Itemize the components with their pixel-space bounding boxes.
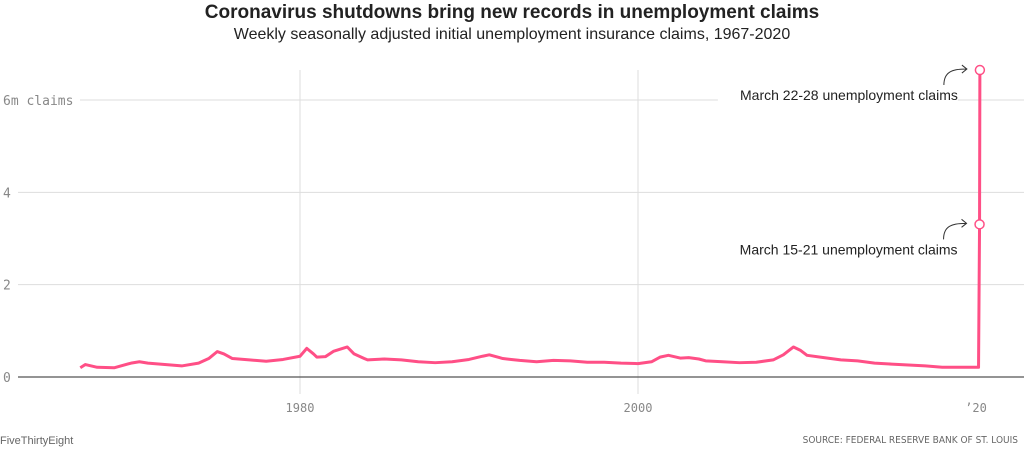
annotation-arrow xyxy=(943,218,968,240)
annotation-label: March 22-28 unemployment claims xyxy=(740,87,958,103)
claims-line xyxy=(79,70,982,370)
source-label: SOURCE: FEDERAL RESERVE BANK OF ST. LOUI… xyxy=(802,435,1018,446)
annotation-label-bg xyxy=(717,240,958,259)
y-tick-label: 0 xyxy=(3,371,11,386)
x-tick-label: 2000 xyxy=(624,401,653,415)
x-tick-label: ’20 xyxy=(965,401,987,415)
chart-subtitle: Weekly seasonally adjusted initial unemp… xyxy=(233,26,791,43)
x-tick-label: 1980 xyxy=(286,401,315,415)
chart-title: Coronavirus shutdowns bring new records … xyxy=(204,2,820,23)
y-tick-label: 2 xyxy=(3,279,11,294)
annotation-label-bg xyxy=(717,86,958,105)
y-tick-label: 6m claims xyxy=(3,94,73,109)
y-tick-label: 4 xyxy=(3,186,11,201)
brand-label: FiveThirtyEight xyxy=(0,435,74,447)
annotation-arrow xyxy=(943,64,968,86)
annotation-point xyxy=(974,64,986,76)
annotation-point xyxy=(974,219,985,230)
annotation-label: March 15-21 unemployment claims xyxy=(740,241,958,257)
